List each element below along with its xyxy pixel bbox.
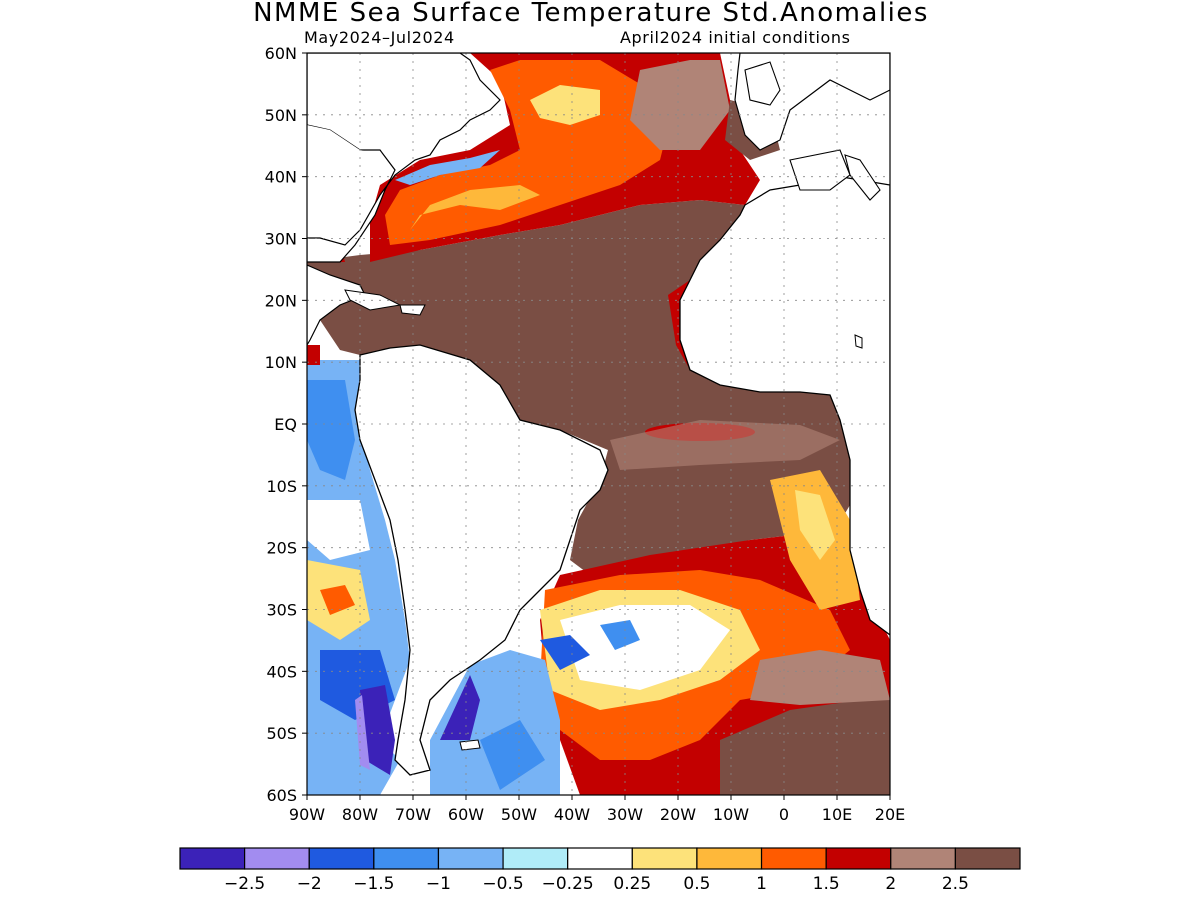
anomaly-region-red-pacific <box>307 345 320 365</box>
longitude-axis: 90W 80W 70W 60W 50W 40W 30W 20W 10W 0 10E 20E <box>289 795 905 824</box>
colorbar-label: −1.5 <box>353 874 394 894</box>
lon-tick-label: 50W <box>501 805 537 824</box>
anomaly-region-lightbrown-southeast <box>750 650 890 705</box>
lat-tick-label: 20N <box>265 291 297 310</box>
land-italy <box>844 154 881 201</box>
anomaly-region-cool-south <box>540 635 590 670</box>
anomaly-region-yellow-north <box>410 185 540 230</box>
colorbar-swatch <box>502 847 569 870</box>
colorbar-swatch <box>631 847 698 870</box>
colorbar-label: −0.5 <box>482 874 523 894</box>
anomaly-map <box>307 53 890 795</box>
land-north-america <box>307 53 501 263</box>
land-britain <box>744 61 781 106</box>
lon-tick-label: 20W <box>660 805 696 824</box>
land-south-america <box>354 344 609 776</box>
colorbar-label: −2 <box>297 874 322 894</box>
lon-tick-label: 10W <box>713 805 749 824</box>
anomaly-region-brown-southeast <box>720 700 890 795</box>
colorbar-label: 1.5 <box>813 874 840 894</box>
colorbar-swatch <box>696 847 763 870</box>
graticule <box>307 53 890 795</box>
lon-tick-label: 20E <box>875 805 905 824</box>
lat-tick-label: 10S <box>266 477 297 496</box>
forecast-period-label: May2024–Jul2024 <box>304 28 455 47</box>
lat-tick-label: 40N <box>265 168 297 187</box>
lat-tick-label: EQ <box>274 415 297 434</box>
lon-tick-label: 70W <box>395 805 431 824</box>
land-falklands <box>459 739 481 751</box>
lon-tick-label: 80W <box>342 805 378 824</box>
colorbar-label: 1 <box>756 874 767 894</box>
lon-tick-label: 60W <box>448 805 484 824</box>
lon-tick-label: 30W <box>607 805 643 824</box>
anomaly-region-lightbrown-equator <box>610 420 840 470</box>
anomaly-region-cool-gulfstream <box>395 150 500 185</box>
colorbar-label: −1 <box>426 874 451 894</box>
anomaly-region-white-benguela <box>795 490 835 560</box>
colorbar-swatch <box>244 847 310 870</box>
anomaly-region-orange-pacific <box>320 585 355 615</box>
lat-tick-label: 60N <box>265 44 297 63</box>
anomaly-region-brown-tropical <box>307 200 850 575</box>
anomaly-region-brown-north <box>630 60 730 150</box>
colorbar-label: 0.5 <box>683 874 710 894</box>
anomaly-region-blue-patagonia <box>440 675 480 740</box>
land-madagascar-edge <box>854 334 863 349</box>
lon-tick-label: 40W <box>554 805 590 824</box>
anomaly-region-blue-patagonia2 <box>480 720 545 790</box>
lon-tick-label: 90W <box>289 805 325 824</box>
lat-tick-label: 30S <box>266 601 297 620</box>
initial-conditions-label: April2024 initial conditions <box>620 28 851 47</box>
land-hispaniola <box>399 304 426 316</box>
colorbar-swatch <box>179 847 246 870</box>
lat-tick-label: 50N <box>265 106 297 125</box>
lat-tick-label: 10N <box>265 353 297 372</box>
colorbar: −2.5 −2 −1.5 −1 −0.5 −0.25 0.25 0.5 1 1.5 2 2.5 <box>179 847 1021 894</box>
anomaly-region-cool-south2 <box>600 620 640 650</box>
land-central-america <box>307 264 366 347</box>
colorbar-swatch <box>308 847 375 870</box>
lat-tick-label: 40S <box>266 662 297 681</box>
lon-tick-label: 10E <box>822 805 852 824</box>
colorbar-label: −2.5 <box>224 874 265 894</box>
lon-tick-label: 0 <box>779 805 789 824</box>
anomaly-region-white-pacific <box>307 500 370 560</box>
colorbar-swatch <box>373 847 440 870</box>
colorbar-swatch <box>760 847 827 870</box>
lat-tick-label: 60S <box>266 786 297 805</box>
colorbar-label: 2 <box>885 874 896 894</box>
land-iberia <box>789 149 851 191</box>
land-north-america-inner <box>307 125 380 210</box>
colorbar-swatch <box>437 847 504 870</box>
lat-tick-label: 50S <box>266 724 297 743</box>
colorbar-swatch <box>567 847 633 870</box>
lat-tick-label: 30N <box>265 230 297 249</box>
anomaly-region-lightviolet-chile <box>355 695 370 770</box>
colorbar-swatch <box>825 847 892 870</box>
latitude-axis: 60N 50N 40N 30N 20N 10N EQ 10S 20S 30S 40S 50S 60S <box>265 44 307 805</box>
figure-title: NMME Sea Surface Temperature Std.Anomali… <box>253 0 929 28</box>
colorbar-swatch <box>954 847 1021 870</box>
anomaly-region-blue-pacific <box>307 380 355 480</box>
colorbar-label: −0.25 <box>542 874 594 894</box>
colorbar-label: 2.5 <box>942 874 969 894</box>
colorbar-label: 0.25 <box>613 874 651 894</box>
anomaly-region-violet-chile <box>360 685 395 775</box>
lat-tick-label: 20S <box>266 539 297 558</box>
colorbar-swatch <box>890 847 956 870</box>
